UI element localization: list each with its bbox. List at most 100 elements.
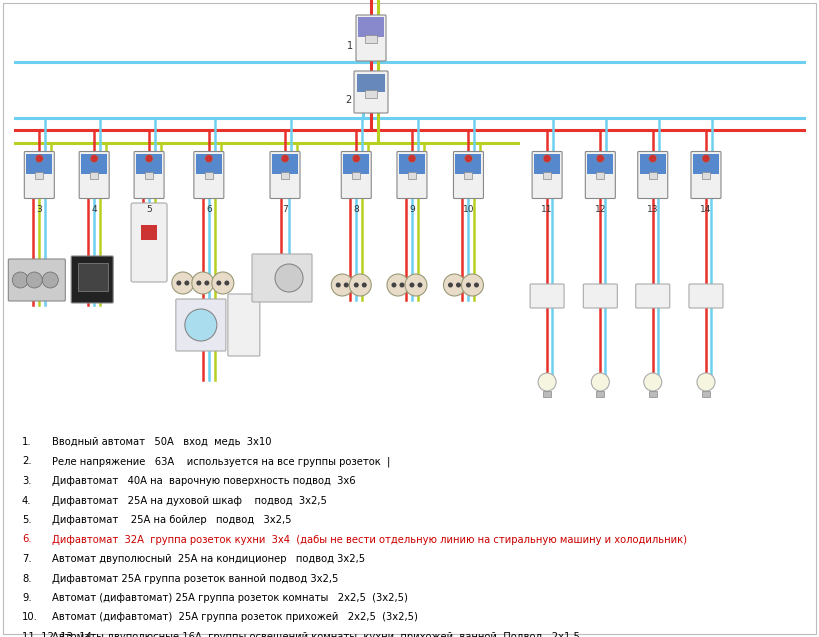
Bar [596, 391, 604, 397]
Circle shape [43, 272, 58, 288]
FancyBboxPatch shape [134, 152, 164, 199]
FancyBboxPatch shape [356, 15, 386, 61]
Text: 13: 13 [647, 206, 658, 215]
Text: 4: 4 [92, 206, 97, 215]
Text: 9.: 9. [22, 593, 32, 603]
FancyBboxPatch shape [176, 299, 226, 351]
FancyBboxPatch shape [397, 152, 427, 199]
Circle shape [281, 155, 289, 162]
Circle shape [596, 155, 604, 162]
Circle shape [418, 282, 423, 287]
Circle shape [35, 155, 43, 162]
Circle shape [456, 282, 461, 287]
Text: Вводный автомат   50А   вход  медь  3х10: Вводный автомат 50А вход медь 3х10 [52, 437, 272, 447]
Text: 12: 12 [595, 206, 606, 215]
Bar [596, 172, 604, 179]
Circle shape [591, 373, 609, 391]
Circle shape [362, 282, 367, 287]
Circle shape [172, 272, 194, 294]
Circle shape [466, 282, 471, 287]
FancyBboxPatch shape [636, 284, 670, 308]
Circle shape [443, 274, 465, 296]
Circle shape [12, 272, 29, 288]
FancyBboxPatch shape [638, 152, 667, 199]
Text: Автомат двуполюсный  25А на кондиционер   подвод 3х2,5: Автомат двуполюсный 25А на кондиционер п… [52, 554, 365, 564]
Circle shape [197, 280, 201, 285]
FancyBboxPatch shape [8, 259, 66, 301]
Circle shape [212, 272, 234, 294]
Text: 2: 2 [345, 95, 351, 105]
Bar [281, 172, 289, 179]
Circle shape [354, 282, 359, 287]
Text: Автомат (дифавтомат)  25А группа розеток прихожей   2х2,5  (3х2,5): Автомат (дифавтомат) 25А группа розеток … [52, 613, 418, 622]
Bar [196, 154, 222, 174]
Text: 5.: 5. [22, 515, 32, 525]
Bar [90, 172, 98, 179]
Circle shape [331, 274, 353, 296]
Circle shape [205, 280, 210, 285]
Bar [81, 154, 107, 174]
Text: 7.: 7. [22, 554, 32, 564]
Text: 7: 7 [282, 206, 288, 215]
Text: 9: 9 [409, 206, 415, 215]
Bar [365, 90, 377, 98]
Bar [35, 172, 43, 179]
Text: 10: 10 [463, 206, 474, 215]
Text: 8.: 8. [22, 573, 31, 583]
Circle shape [176, 280, 181, 285]
Text: 6.: 6. [22, 534, 32, 545]
Text: 10.: 10. [22, 613, 38, 622]
Circle shape [185, 309, 217, 341]
Circle shape [184, 280, 189, 285]
Bar [543, 172, 551, 179]
Bar [78, 263, 108, 291]
Circle shape [464, 155, 473, 162]
Circle shape [405, 274, 427, 296]
Bar [464, 172, 473, 179]
Bar [141, 225, 157, 240]
FancyBboxPatch shape [454, 152, 483, 199]
Bar [702, 391, 710, 397]
Text: Автоматы двуполюсные 16А  группы освещений комнаты, кухни, прихожей, ванной. Под: Автоматы двуполюсные 16А группы освещени… [52, 632, 580, 637]
FancyBboxPatch shape [194, 152, 224, 199]
Text: 11: 11 [541, 206, 553, 215]
Circle shape [349, 274, 371, 296]
Circle shape [543, 155, 551, 162]
Text: 8: 8 [353, 206, 360, 215]
Text: 2.: 2. [22, 457, 32, 466]
Bar [365, 35, 377, 43]
FancyBboxPatch shape [342, 152, 371, 199]
FancyBboxPatch shape [689, 284, 723, 308]
Bar [543, 391, 551, 397]
Text: Дифавтомат    25А на бойлер   подвод   3х2,5: Дифавтомат 25А на бойлер подвод 3х2,5 [52, 515, 292, 525]
FancyBboxPatch shape [79, 152, 109, 199]
Bar [136, 154, 162, 174]
Bar [26, 154, 52, 174]
Circle shape [145, 155, 153, 162]
Text: 11. 12. 13. 14.: 11. 12. 13. 14. [22, 632, 95, 637]
Text: 3.: 3. [22, 476, 31, 486]
Circle shape [461, 274, 483, 296]
Circle shape [344, 282, 349, 287]
Circle shape [275, 264, 303, 292]
FancyBboxPatch shape [131, 203, 167, 282]
Circle shape [352, 155, 360, 162]
Bar [640, 154, 666, 174]
Bar [205, 172, 213, 179]
Text: 1.: 1. [22, 437, 32, 447]
FancyBboxPatch shape [354, 71, 388, 113]
Circle shape [538, 373, 556, 391]
Circle shape [448, 282, 453, 287]
Bar [702, 172, 710, 179]
FancyBboxPatch shape [586, 152, 615, 199]
Circle shape [408, 155, 416, 162]
Circle shape [26, 272, 43, 288]
FancyBboxPatch shape [228, 294, 260, 356]
Circle shape [697, 373, 715, 391]
Bar [343, 154, 369, 174]
Bar [399, 154, 425, 174]
Text: 4.: 4. [22, 496, 31, 506]
Circle shape [90, 155, 98, 162]
Bar [272, 154, 298, 174]
Text: Дифавтомат   40А на  варочную поверхность подвод  3х6: Дифавтомат 40А на варочную поверхность п… [52, 476, 355, 486]
